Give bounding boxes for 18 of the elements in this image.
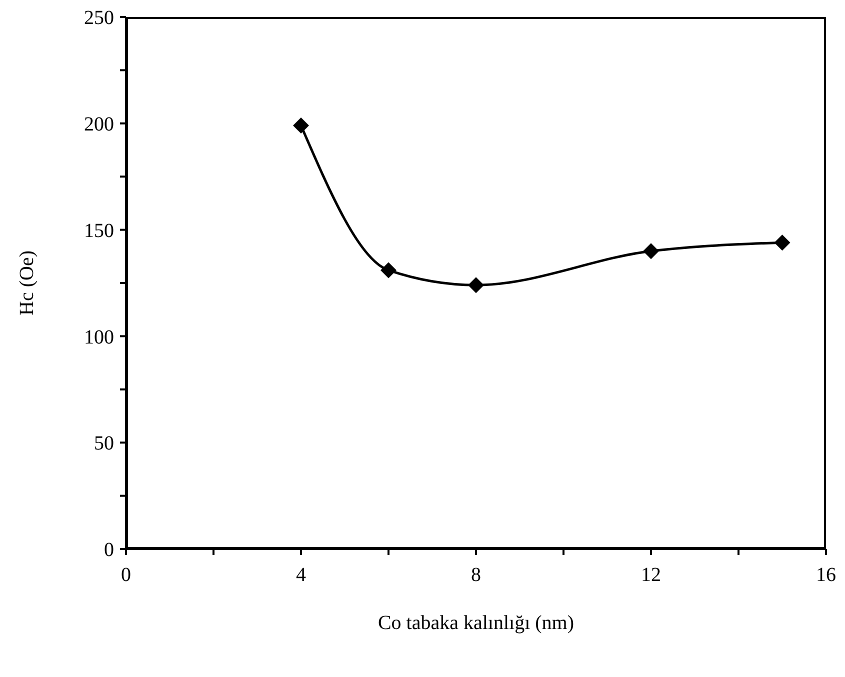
x-tick-label: 4 bbox=[296, 564, 306, 586]
point bbox=[643, 243, 659, 260]
x-axis-title: Co tabaka kalınlığı (nm) bbox=[378, 612, 574, 634]
x-tick-label: 16 bbox=[816, 564, 836, 586]
y-tick-label: 200 bbox=[84, 114, 114, 136]
x-tick-label: 0 bbox=[121, 564, 131, 586]
y-tick-label: 50 bbox=[94, 432, 114, 455]
y-tick-label: 250 bbox=[84, 7, 114, 30]
x-tick-label: 8 bbox=[471, 564, 481, 586]
x-tick-label: 12 bbox=[641, 564, 661, 586]
y-tick-label: 100 bbox=[84, 326, 114, 348]
point bbox=[468, 277, 484, 294]
point bbox=[774, 234, 790, 251]
y-tick-label: 150 bbox=[84, 220, 114, 242]
point bbox=[293, 118, 309, 134]
y-axis-title: Hc (Oe) bbox=[16, 250, 38, 316]
y-tick-label: 0 bbox=[104, 539, 114, 562]
point bbox=[380, 262, 396, 278]
